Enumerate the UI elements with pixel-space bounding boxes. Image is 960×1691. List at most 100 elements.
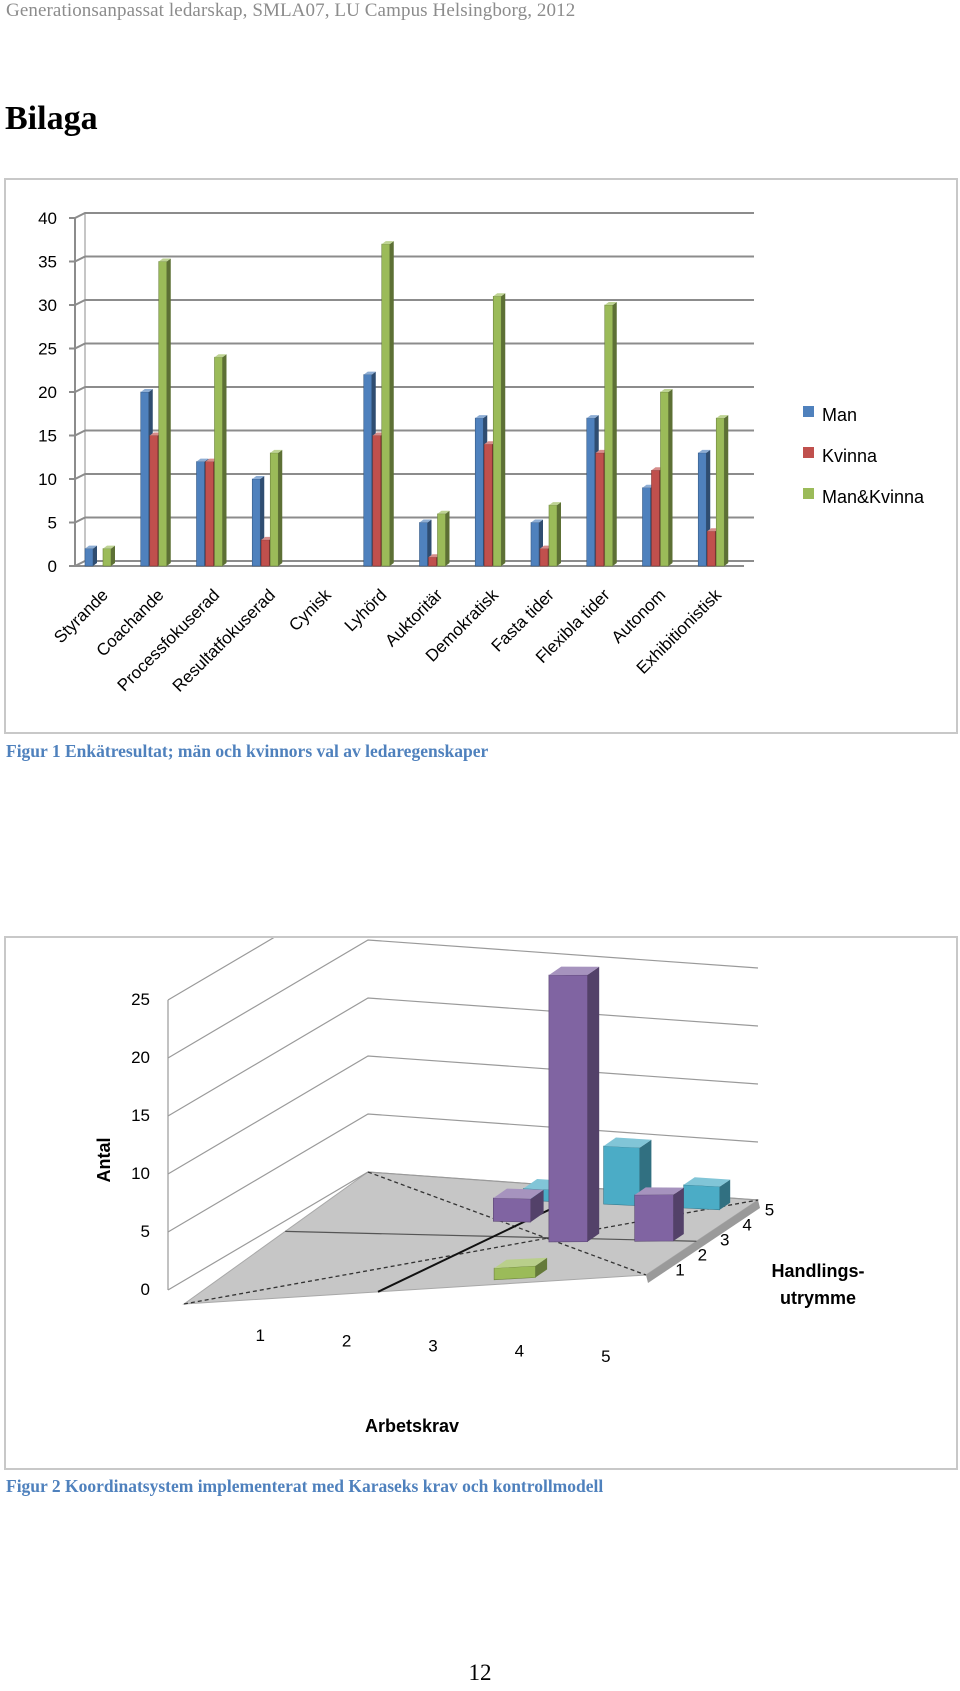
bar-man-kvinna	[214, 356, 223, 567]
x-tick-label: Resultatfokuserad	[169, 585, 279, 695]
bar3d-front	[493, 1265, 536, 1281]
section-title: Bilaga	[5, 100, 98, 137]
bar-side	[427, 519, 432, 566]
legend-swatch	[803, 488, 814, 499]
figure1-caption: Figur 1 Enkätresultat; män och kvinnors …	[6, 741, 489, 761]
bar-side	[557, 502, 561, 566]
bar-man	[474, 417, 484, 567]
y-gridline	[69, 212, 754, 219]
bar-top	[252, 476, 265, 479]
bar-man-kvinna	[492, 296, 502, 567]
bar-man	[419, 522, 428, 567]
bar3d-side	[587, 966, 600, 1242]
bar-side	[278, 449, 283, 566]
y-gridline	[69, 386, 754, 393]
bar-top	[270, 449, 283, 453]
bar-side	[668, 389, 673, 566]
x-tick-label: 5	[601, 1347, 610, 1366]
bar-top	[698, 449, 711, 453]
midline-horizontal	[285, 1230, 697, 1242]
bar-kvinna	[428, 556, 437, 567]
diagonal-dashed	[367, 1171, 647, 1276]
bar-side	[166, 258, 171, 566]
y-tick-label: 25	[38, 340, 57, 359]
y-gridline	[69, 255, 754, 263]
y-tick-label: 4	[742, 1216, 751, 1235]
legend-label: Kvinna	[822, 446, 878, 466]
bar-man	[586, 417, 596, 567]
bar-side	[93, 545, 97, 566]
legend-swatch	[803, 406, 814, 417]
bar-top	[586, 415, 599, 419]
bar-man	[84, 548, 94, 567]
bar-top	[85, 545, 97, 549]
legend-label: Man&Kvinna	[822, 487, 925, 507]
bar-top	[475, 415, 488, 419]
bar-top	[419, 519, 432, 523]
y-gridline	[69, 299, 754, 306]
bar-top	[363, 371, 376, 375]
bar-top	[196, 458, 209, 462]
bar-top	[140, 389, 153, 392]
figure1-chart-frame: 0 5 10 15 20 25 30 35 40 Styrande Coachande Process…	[4, 178, 958, 734]
bar3d-front	[548, 974, 588, 1243]
bar3d-top	[683, 1177, 731, 1187]
z-axis-title: Antal	[94, 1138, 114, 1183]
bar-top	[716, 415, 729, 419]
bar3d-front	[492, 1197, 531, 1223]
bar-side	[389, 241, 394, 566]
bar-kvinna	[149, 435, 159, 567]
bar-man-kvinna	[381, 243, 391, 567]
z-tick-label: 0	[141, 1280, 150, 1299]
bar-man	[363, 374, 373, 567]
bar-side	[111, 545, 115, 566]
bar3d-side	[719, 1179, 731, 1210]
y-tick-label: 1	[675, 1261, 684, 1280]
running-header: Generationsanpassat ledarskap, SMLA07, L…	[6, 0, 576, 21]
bar3d-top	[494, 1257, 548, 1269]
bar-man-kvinna	[548, 504, 558, 567]
bar-man-kvinna	[604, 304, 614, 567]
bar-top	[214, 354, 227, 358]
bar-man	[140, 391, 150, 567]
bar-man-kvinna	[158, 261, 168, 567]
bar3d-top	[548, 966, 600, 976]
y-tick-label: 40	[38, 209, 57, 228]
x-tick-label: Processfokuserad	[114, 585, 224, 695]
y-tick-label: 0	[48, 557, 57, 576]
bar3d-top	[493, 1188, 544, 1199]
z-tick-label: 10	[131, 1164, 150, 1183]
y-axis-title-line2: utrymme	[780, 1288, 856, 1308]
legend-label: Man	[822, 405, 857, 425]
bar-man-kvinna	[660, 391, 669, 567]
figure1-bar-chart: 0510152025303540StyrandeCoachandeProcess…	[38, 209, 925, 696]
y-axis-title-line1: Handlings-	[772, 1261, 865, 1281]
legend-swatch	[803, 447, 814, 458]
bar3d-top	[634, 1187, 684, 1195]
x-tick-label: 2	[342, 1331, 351, 1350]
bar-top	[437, 510, 450, 514]
bar-top	[531, 519, 543, 523]
bar-top	[158, 258, 171, 262]
y-tick-label: 10	[38, 470, 57, 489]
bar-top	[604, 302, 617, 305]
y-gridline	[69, 473, 754, 480]
bar-kvinna	[205, 461, 214, 567]
z-gridline	[167, 1055, 759, 1175]
bar-man-kvinna	[102, 548, 112, 567]
y-gridline	[69, 516, 754, 524]
y-tick-label: 20	[38, 383, 57, 402]
y-tick-label: 35	[38, 253, 57, 272]
x-tick-label: Lyhörd	[341, 585, 391, 635]
bar-kvinna	[706, 530, 716, 567]
bar3d-side	[535, 1257, 548, 1278]
bar3d-front	[603, 1145, 640, 1207]
x-tick-label: 3	[428, 1337, 437, 1356]
x-tick-label: 1	[255, 1326, 264, 1345]
bar-kvinna	[260, 539, 270, 567]
bar-kvinna	[651, 469, 660, 567]
y-tick-label: 5	[765, 1201, 774, 1220]
bar3d-front	[683, 1184, 721, 1211]
bar-top	[103, 545, 115, 549]
